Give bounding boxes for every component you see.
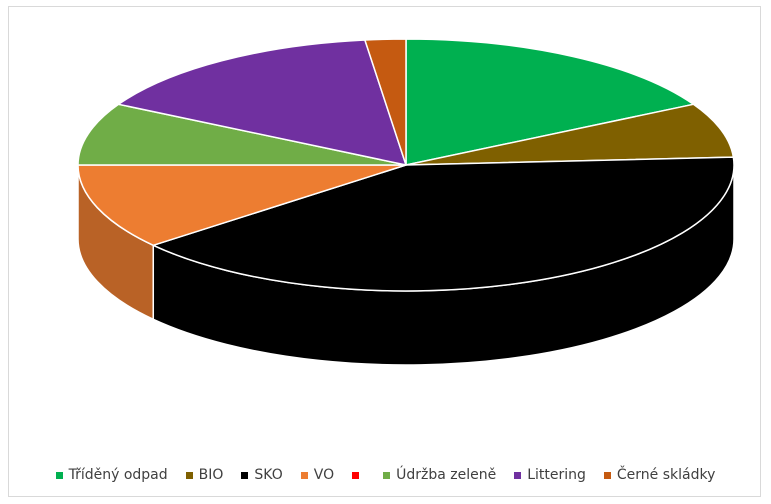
pie-slice-cerne-skladky — [364, 38, 407, 166]
legend-item-littering: Littering — [514, 467, 586, 483]
legend-swatch — [55, 471, 63, 479]
legend-swatch — [383, 471, 391, 479]
legend-label: VO — [313, 467, 335, 483]
legend-label: Littering — [527, 467, 586, 483]
legend-item-cerne-skladky: Černé skládky — [603, 467, 716, 483]
legend-swatch — [300, 471, 308, 479]
legend-item-sko: SKO — [241, 467, 283, 483]
pie-slice-vo — [77, 164, 407, 247]
legend-item-bio: BIO — [185, 467, 224, 483]
legend-swatch — [352, 471, 360, 479]
pie-slice-littering — [117, 39, 407, 166]
pie-slice-sko — [152, 156, 735, 292]
legend-item-vo: VO — [300, 467, 335, 483]
legend-item-unnamed — [352, 471, 365, 479]
pie-slice-trideny-odpad — [405, 38, 695, 166]
pie-slice-bio — [405, 103, 735, 166]
legend-label: BIO — [198, 467, 224, 483]
legend-label: SKO — [254, 467, 283, 483]
legend-item-udrzba-zelene: Údržba zeleně — [383, 467, 496, 483]
pie-slice-udrzba-zelene — [77, 103, 407, 166]
legend-label: Černé skládky — [616, 467, 716, 483]
legend-swatch — [514, 471, 522, 479]
legend: Tříděný odpad BIO SKO VO Údržba zeleně Litter… — [0, 463, 771, 487]
legend-swatch — [185, 471, 193, 479]
legend-item-trideny-odpad: Tříděný odpad — [55, 467, 168, 483]
legend-swatch — [603, 471, 611, 479]
legend-label: Údržba zeleně — [396, 467, 497, 483]
legend-label: Tříděný odpad — [68, 467, 168, 483]
legend-swatch — [241, 471, 249, 479]
